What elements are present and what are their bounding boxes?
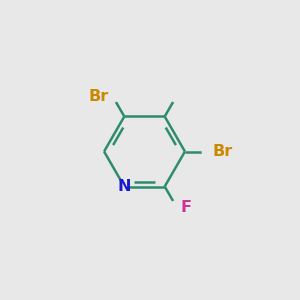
Circle shape (120, 182, 129, 191)
Circle shape (107, 91, 118, 102)
Circle shape (202, 146, 214, 157)
Text: Br: Br (88, 89, 109, 104)
Circle shape (170, 91, 182, 102)
Circle shape (170, 201, 182, 212)
Text: F: F (180, 200, 191, 215)
Text: Br: Br (212, 144, 232, 159)
Text: N: N (118, 179, 131, 194)
